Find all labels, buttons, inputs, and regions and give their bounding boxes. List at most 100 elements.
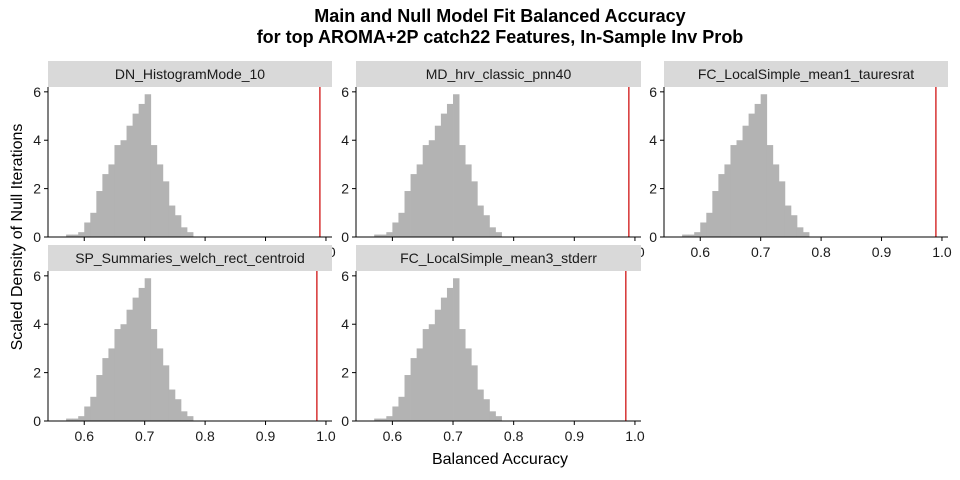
histogram-bar <box>434 309 442 421</box>
y-tick-label: 4 <box>341 132 349 148</box>
histogram-bar <box>483 215 490 237</box>
histogram-bar <box>72 234 79 237</box>
histogram-bar <box>718 174 725 237</box>
histogram-bar <box>772 164 780 237</box>
facet-strip-label: SP_Summaries_welch_rect_centroid <box>75 250 305 266</box>
histogram-bar <box>398 212 405 237</box>
y-tick-label: 2 <box>341 181 349 197</box>
y-tick-label: 6 <box>341 84 349 100</box>
y-tick-label: 2 <box>33 365 41 381</box>
histogram-bar <box>108 348 115 421</box>
histogram-bar <box>440 113 448 237</box>
x-tick-label: 0.7 <box>135 428 155 444</box>
y-tick-label: 6 <box>649 84 657 100</box>
histogram-bar <box>459 329 466 421</box>
y-tick-label: 0 <box>33 413 41 429</box>
histogram-bar <box>138 103 146 237</box>
histogram-bar <box>72 418 79 421</box>
histogram-bar <box>144 278 152 421</box>
histogram-bar <box>126 125 133 237</box>
histogram-bar <box>410 358 418 421</box>
histogram-bar <box>114 329 121 421</box>
histogram-bar <box>766 145 774 237</box>
histogram-bar <box>495 416 502 421</box>
histogram-bar <box>132 113 140 237</box>
histogram-bar <box>790 215 798 237</box>
y-tick-label: 2 <box>33 181 41 197</box>
y-axis-label: Scaled Density of Null Iterations <box>9 123 26 351</box>
histogram-bar <box>120 324 127 421</box>
histogram-bar <box>132 297 140 421</box>
histogram-bar <box>120 140 127 237</box>
histogram-bar <box>802 232 810 237</box>
chart-title-line-1: Main and Null Model Fit Balanced Accurac… <box>314 6 686 26</box>
y-tick-label: 2 <box>341 365 349 381</box>
histogram-bar <box>108 164 115 237</box>
histogram-bar <box>700 222 707 237</box>
histogram-bar <box>742 125 749 237</box>
x-tick-label: 0.8 <box>504 428 524 444</box>
histogram-bar <box>380 234 387 237</box>
histogram-bar <box>483 399 490 421</box>
histogram-bar <box>78 232 85 237</box>
x-tick-label: 0.6 <box>75 428 95 444</box>
histogram-bar <box>489 227 496 237</box>
histogram-bar <box>102 358 109 421</box>
facet-strip <box>356 245 641 271</box>
histogram-bar <box>796 227 804 237</box>
histogram-bar <box>392 222 399 237</box>
x-tick-label: 0.8 <box>811 244 831 260</box>
x-tick-label: 0.6 <box>691 244 711 260</box>
histogram-bar <box>422 145 430 237</box>
y-tick-label: 0 <box>649 229 657 245</box>
histogram-bar <box>410 174 418 237</box>
histogram-bar <box>446 287 454 421</box>
histogram-bar <box>682 234 689 237</box>
y-tick-label: 4 <box>649 132 657 148</box>
histogram-bar <box>712 191 719 237</box>
histogram-bar <box>380 418 387 421</box>
x-tick-label: 1.0 <box>625 428 645 444</box>
histogram-bar <box>168 205 176 237</box>
y-tick-label: 4 <box>33 316 41 332</box>
histogram-bar <box>66 234 73 237</box>
histogram-bar <box>416 348 424 421</box>
histogram-bar <box>754 103 762 237</box>
histogram-bar <box>84 222 91 237</box>
facet-strip-label: DN_HistogramMode_10 <box>115 66 265 82</box>
histogram-bar <box>84 406 91 421</box>
histogram-bar <box>102 174 109 237</box>
histogram-bar <box>374 418 381 421</box>
facet-strip <box>48 61 332 87</box>
histogram-bar <box>156 164 164 237</box>
y-tick-label: 0 <box>341 413 349 429</box>
histogram-bar <box>150 145 158 237</box>
histogram-bar <box>477 205 484 237</box>
y-tick-label: 6 <box>341 268 349 284</box>
histogram-bar <box>174 399 182 421</box>
histogram-bar <box>374 234 381 237</box>
histogram-bar <box>186 232 194 237</box>
histogram-bar <box>471 365 478 421</box>
histogram-bar <box>90 212 97 237</box>
y-tick-label: 6 <box>33 84 41 100</box>
histogram-bar <box>459 145 466 237</box>
histogram-bar <box>465 164 472 237</box>
y-tick-label: 0 <box>33 229 41 245</box>
histogram-bar <box>66 418 73 421</box>
chart-title: Main and Null Model Fit Balanced Accurac… <box>0 6 960 48</box>
histogram-bar <box>90 396 97 421</box>
histogram-bar <box>78 416 85 421</box>
facet-strip-label: MD_hrv_classic_pnn40 <box>426 66 572 82</box>
histogram-bar <box>724 164 731 237</box>
x-tick-label: 0.9 <box>256 428 276 444</box>
x-tick-label: 0.9 <box>872 244 892 260</box>
histogram-bar <box>96 191 103 237</box>
histogram-bar <box>398 396 405 421</box>
histogram-bar <box>736 140 743 237</box>
histogram-bar <box>440 297 448 421</box>
facet-strip <box>356 61 641 87</box>
histogram-bar <box>748 113 756 237</box>
histogram-bar <box>446 103 454 237</box>
